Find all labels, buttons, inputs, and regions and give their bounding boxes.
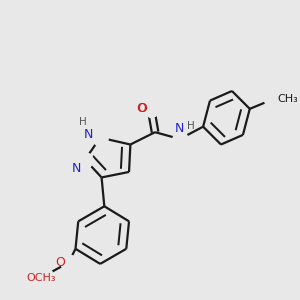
Text: O: O	[136, 102, 146, 115]
Text: O: O	[56, 256, 65, 269]
Text: H: H	[188, 121, 195, 131]
Text: OCH₃: OCH₃	[26, 273, 56, 283]
Text: N: N	[175, 122, 184, 135]
Text: N: N	[84, 128, 93, 141]
Text: N: N	[72, 162, 81, 175]
Text: CH₃: CH₃	[277, 94, 298, 104]
Text: H: H	[79, 117, 87, 127]
Text: O: O	[137, 102, 147, 115]
